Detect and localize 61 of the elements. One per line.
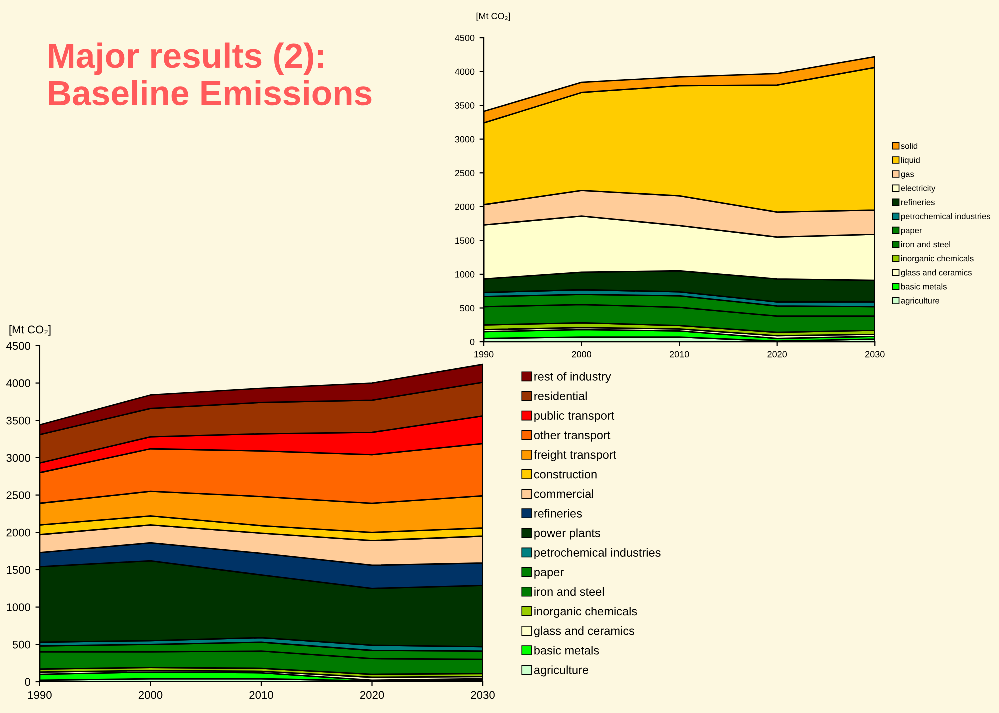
legend-label: inorganic chemicals xyxy=(534,606,638,618)
legend-label: other transport xyxy=(534,430,611,442)
x-tick-label: 2000 xyxy=(138,691,163,700)
legend-label: freight transport xyxy=(534,450,617,462)
legend-label: glass and ceramics xyxy=(534,626,635,638)
y-tick-label: 2000 xyxy=(6,528,30,537)
legend-label: inorganic chemicals xyxy=(902,256,974,264)
y-tick-label: 4500 xyxy=(455,34,475,42)
legend-label: iron and steel xyxy=(534,587,604,596)
legend-label: residential xyxy=(534,392,587,400)
x-tick-label: 2010 xyxy=(670,351,690,358)
legend-label: commercial xyxy=(534,490,594,498)
legend-label: power plants xyxy=(534,528,600,540)
legend-label: glass and ceramics xyxy=(901,270,972,278)
x-tick-label: 2030 xyxy=(471,691,495,700)
legend-label: agriculture xyxy=(534,666,589,677)
legend-label: refineries xyxy=(534,509,582,518)
y-tick-label: 1000 xyxy=(7,604,30,612)
y-axis-title: [Mt CO₂] xyxy=(476,12,510,22)
legend-label: refineries xyxy=(902,199,935,206)
legend-label: rest of industry xyxy=(534,372,612,384)
legend-label: paper xyxy=(534,570,564,579)
legend-label: electricity xyxy=(901,185,936,193)
y-tick-label: 1500 xyxy=(7,566,30,574)
x-tick-label: 2020 xyxy=(360,691,384,700)
legend-label: basic metals xyxy=(901,284,947,290)
y-tick-label: 500 xyxy=(460,305,475,312)
legend-label: solid xyxy=(901,143,918,150)
y-tick-label: 3500 xyxy=(455,102,475,109)
y-tick-label: 3000 xyxy=(6,454,30,462)
y-tick-label: 3500 xyxy=(6,416,30,425)
x-tick-label: 2000 xyxy=(572,351,592,358)
x-tick-label: 2010 xyxy=(250,691,274,700)
y-tick-label: 0 xyxy=(470,338,475,346)
y-tick-label: 2500 xyxy=(6,492,30,500)
legend-label: liquid xyxy=(902,157,920,165)
legend-label: gas xyxy=(901,172,914,179)
text: Major results (2): Baseline Emissions xyxy=(49,42,372,106)
legend-label: construction xyxy=(534,470,597,479)
y-tick-label: 2500 xyxy=(455,170,475,176)
y-tick-label: 4000 xyxy=(6,380,30,388)
legend-label: petrochemical industries xyxy=(534,548,661,560)
legend-label: iron and steel xyxy=(902,241,950,248)
legend-label: public transport xyxy=(534,411,615,422)
y-tick-label: 500 xyxy=(12,640,30,649)
y-tick-label: 1000 xyxy=(456,271,475,278)
x-tick-label: 1990 xyxy=(474,351,494,358)
x-tick-label: 2020 xyxy=(768,351,788,358)
legend-label: agriculture xyxy=(901,298,940,306)
x-tick-label: 2030 xyxy=(866,351,885,358)
y-tick-label: 1500 xyxy=(456,238,475,244)
legend-label: paper xyxy=(901,228,922,236)
y-tick-label: 4000 xyxy=(455,68,475,76)
y-axis-title: [Mt CO₂] xyxy=(10,326,51,336)
y-tick-label: 4500 xyxy=(6,342,30,350)
y-tick-label: 2000 xyxy=(455,204,475,210)
x-tick-label: 1990 xyxy=(28,691,52,700)
legend-label: petrochemical industries xyxy=(901,213,990,222)
y-tick-label: 3000 xyxy=(455,136,475,143)
legend-label: basic metals xyxy=(534,646,600,655)
y-tick-label: 0 xyxy=(25,678,30,686)
